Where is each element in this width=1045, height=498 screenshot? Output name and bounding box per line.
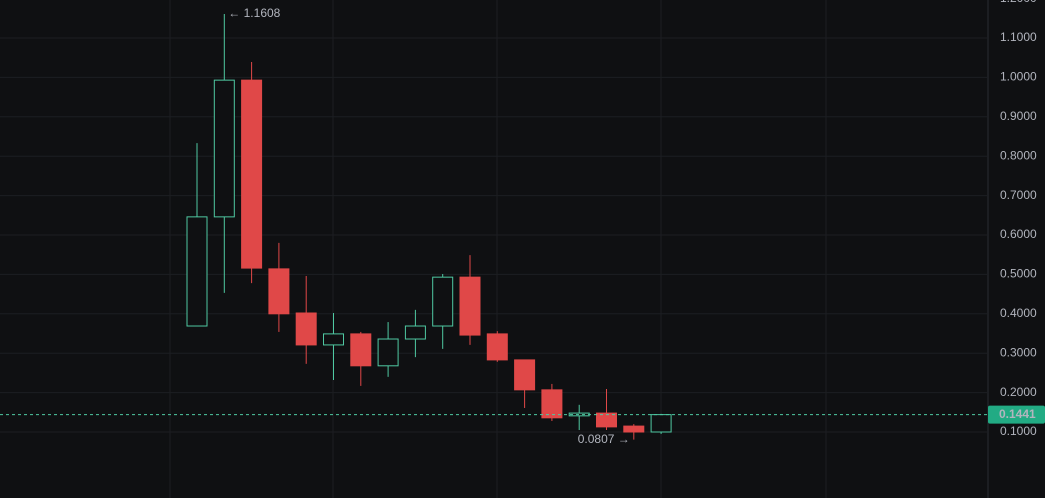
y-tick-label: 0.5000 bbox=[1000, 267, 1037, 281]
last-price-box bbox=[988, 405, 1045, 424]
candle-body bbox=[323, 333, 344, 346]
last-price-label: 0.1441 bbox=[999, 407, 1036, 421]
candle-body bbox=[432, 276, 454, 327]
y-tick-label: 0.4000 bbox=[1000, 306, 1037, 320]
y-tick-label: 0.1000 bbox=[1000, 424, 1037, 438]
y-tick-label: 0.8000 bbox=[1000, 148, 1037, 162]
candle-body bbox=[514, 359, 536, 391]
candle-body bbox=[623, 425, 645, 433]
candle-body bbox=[650, 414, 672, 433]
candle-body bbox=[377, 338, 399, 367]
candle-body bbox=[541, 389, 563, 419]
y-tick-label: 1.2000 bbox=[1000, 0, 1037, 5]
y-tick-label: 0.2000 bbox=[1000, 385, 1037, 399]
y-tick-label: 1.1000 bbox=[1000, 30, 1037, 44]
candle-body bbox=[350, 333, 372, 367]
candle-body bbox=[268, 268, 290, 315]
candle-body bbox=[596, 412, 617, 428]
candle-body bbox=[186, 216, 208, 327]
y-tick-label: 0.6000 bbox=[1000, 227, 1037, 241]
annotation: ← 1.1608 bbox=[228, 6, 280, 20]
y-tick-label: 0.3000 bbox=[1000, 345, 1037, 359]
annotation: 0.0807 → bbox=[578, 432, 630, 446]
candle-body bbox=[459, 276, 481, 336]
candle-body bbox=[404, 325, 426, 340]
candle-body bbox=[213, 79, 235, 218]
candle-body bbox=[486, 333, 508, 361]
y-tick-label: 1.0000 bbox=[1000, 70, 1037, 84]
candle-body bbox=[295, 312, 317, 346]
candle-body bbox=[241, 79, 263, 269]
y-tick-label: 0.9000 bbox=[1000, 109, 1037, 123]
y-tick-label: 0.7000 bbox=[1000, 188, 1037, 202]
